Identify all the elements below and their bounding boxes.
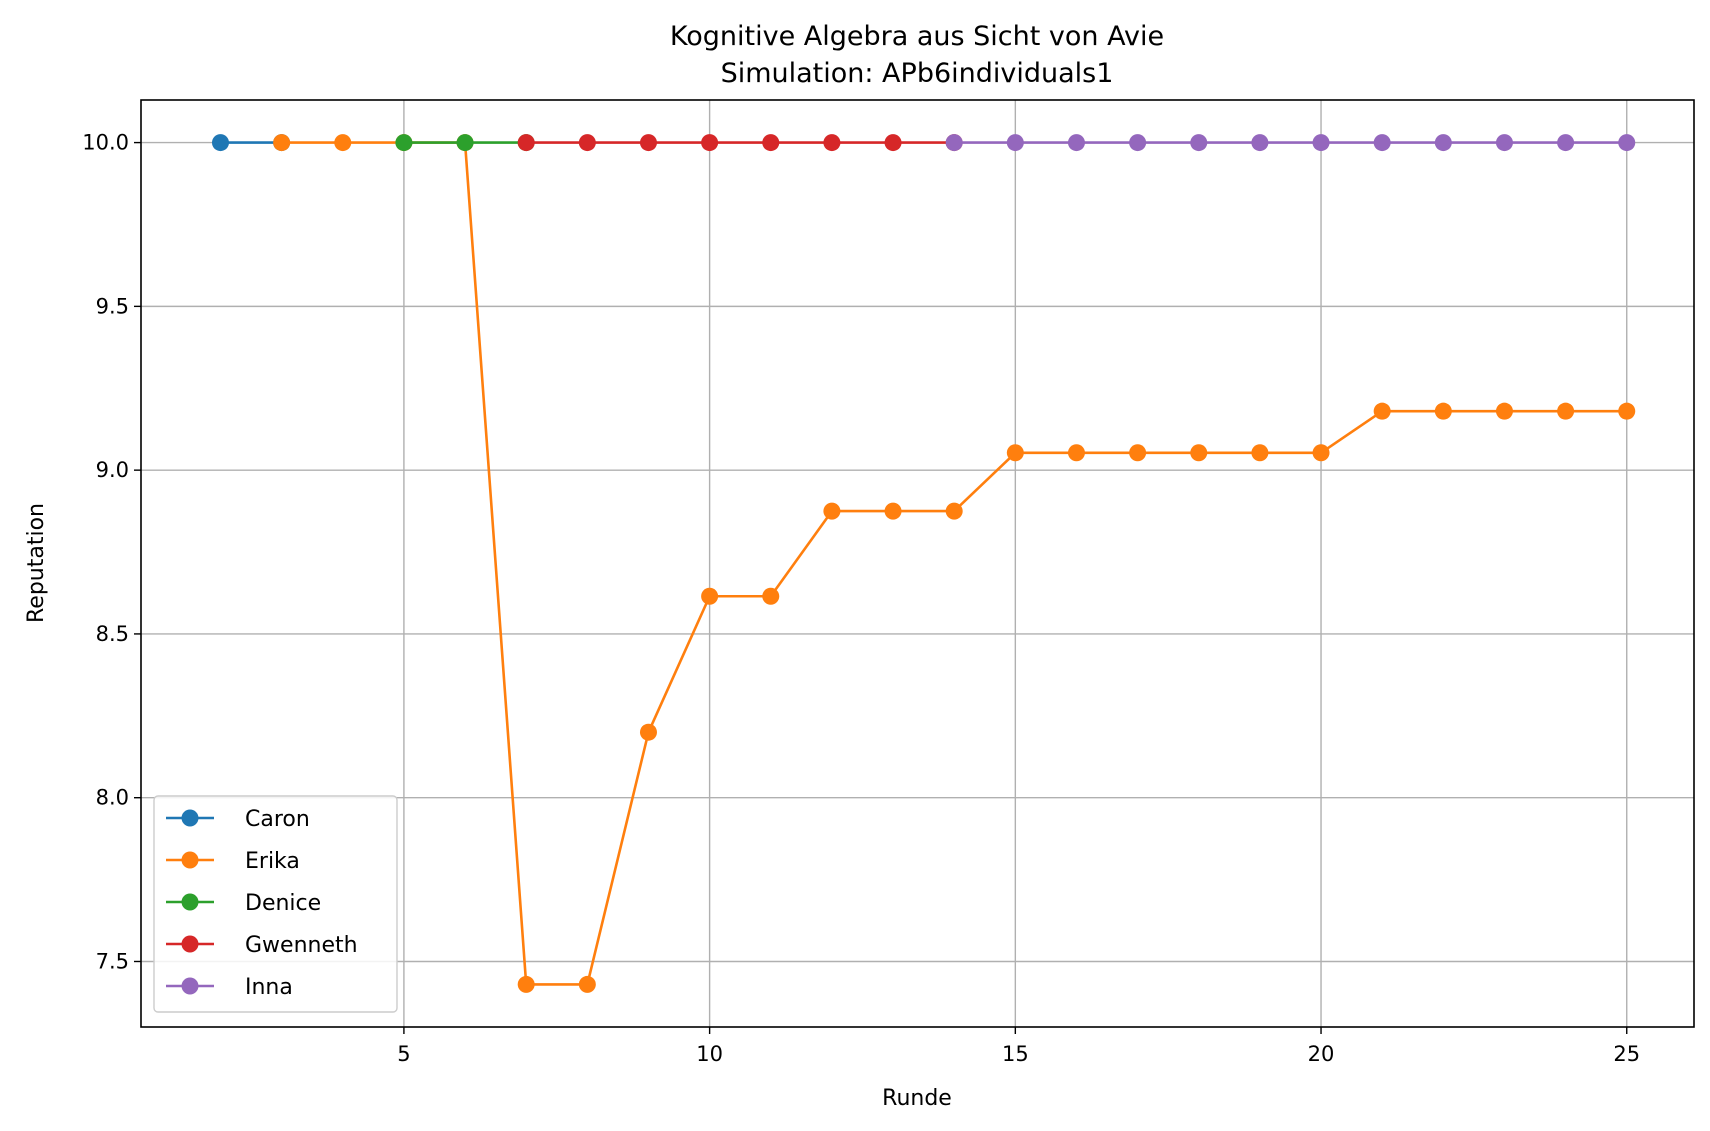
data-point	[1129, 444, 1147, 462]
data-point	[517, 975, 535, 993]
data-point	[1618, 134, 1636, 152]
legend-marker	[181, 809, 199, 827]
legend-label: Gwenneth	[245, 933, 358, 958]
x-tick-label: 10	[696, 1042, 723, 1066]
data-point	[1006, 444, 1024, 462]
chart-subtitle: Simulation: APb6individuals1	[721, 58, 1114, 89]
y-tick-label: 8.0	[96, 786, 129, 810]
y-tick-label: 8.5	[96, 622, 129, 646]
data-point	[701, 587, 719, 605]
data-point	[456, 134, 474, 152]
data-point	[884, 502, 902, 520]
legend-box	[153, 795, 398, 1013]
x-tick-label: 25	[1613, 1042, 1640, 1066]
data-point	[701, 134, 719, 152]
data-point	[1251, 134, 1269, 152]
data-point	[1312, 444, 1330, 462]
y-tick-label: 10.0	[82, 131, 129, 155]
legend-label: Erika	[245, 849, 300, 874]
data-point	[762, 134, 780, 152]
data-point	[762, 587, 780, 605]
series-gwenneth	[517, 134, 963, 152]
data-point	[1557, 134, 1575, 152]
data-point	[823, 134, 841, 152]
series-inna	[945, 134, 1636, 152]
data-point	[945, 134, 963, 152]
data-point	[1312, 134, 1330, 152]
data-point	[1251, 444, 1269, 462]
data-point	[1006, 134, 1024, 152]
y-tick-label: 7.5	[96, 949, 129, 973]
series-erika	[273, 134, 1636, 993]
y-tick-label: 9.5	[96, 294, 129, 318]
legend-marker	[181, 851, 199, 869]
data-point	[517, 134, 535, 152]
data-point	[578, 134, 596, 152]
data-point	[395, 134, 413, 152]
data-point	[1190, 444, 1208, 462]
legend: Caron Erika Denice Gwenneth Inna	[153, 795, 398, 1013]
y-axis-label: Reputation	[24, 503, 49, 623]
data-point	[639, 134, 657, 152]
data-point	[211, 134, 229, 152]
data-point	[884, 134, 902, 152]
series-layer	[211, 134, 1636, 993]
series-line	[281, 141, 1627, 986]
data-point	[1067, 134, 1085, 152]
y-tick-label: 9.0	[96, 458, 129, 482]
legend-marker	[181, 977, 199, 995]
data-point	[1373, 134, 1391, 152]
legend-marker	[181, 935, 199, 953]
legend-entry-inna: Inna	[166, 975, 293, 1000]
data-point	[1129, 134, 1147, 152]
data-point	[945, 502, 963, 520]
series-denice	[395, 134, 535, 152]
legend-entry-caron: Caron	[166, 807, 310, 832]
legend-label: Inna	[245, 975, 293, 1000]
legend-label: Caron	[245, 807, 310, 832]
legend-label: Denice	[245, 891, 321, 916]
data-point	[334, 134, 352, 152]
legend-marker	[181, 893, 199, 911]
plot-frame	[140, 99, 1695, 1028]
data-point	[1067, 444, 1085, 462]
legend-entry-erika: Erika	[166, 849, 300, 874]
data-point	[639, 723, 657, 741]
legend-entry-gwenneth: Gwenneth	[166, 933, 358, 958]
data-point	[1373, 402, 1391, 420]
data-point	[1434, 402, 1452, 420]
data-point	[823, 502, 841, 520]
x-tick-label: 5	[397, 1042, 410, 1066]
data-point	[1495, 134, 1513, 152]
legend-entry-denice: Denice	[166, 891, 321, 916]
x-tick-label: 20	[1308, 1042, 1335, 1066]
data-point	[1495, 402, 1513, 420]
data-point	[1618, 402, 1636, 420]
x-tick-label: 15	[1002, 1042, 1029, 1066]
chart-title: Kognitive Algebra aus Sicht von Avie	[670, 21, 1164, 52]
data-point	[1190, 134, 1208, 152]
data-point	[1557, 402, 1575, 420]
data-point	[273, 134, 291, 152]
data-point	[1434, 134, 1452, 152]
ticks-layer: 5 10 15 20 25 7.5 8.0 8.5 9.0 9.5 10.0	[82, 131, 1640, 1066]
data-point	[578, 975, 596, 993]
x-axis-label: Runde	[882, 1086, 952, 1111]
